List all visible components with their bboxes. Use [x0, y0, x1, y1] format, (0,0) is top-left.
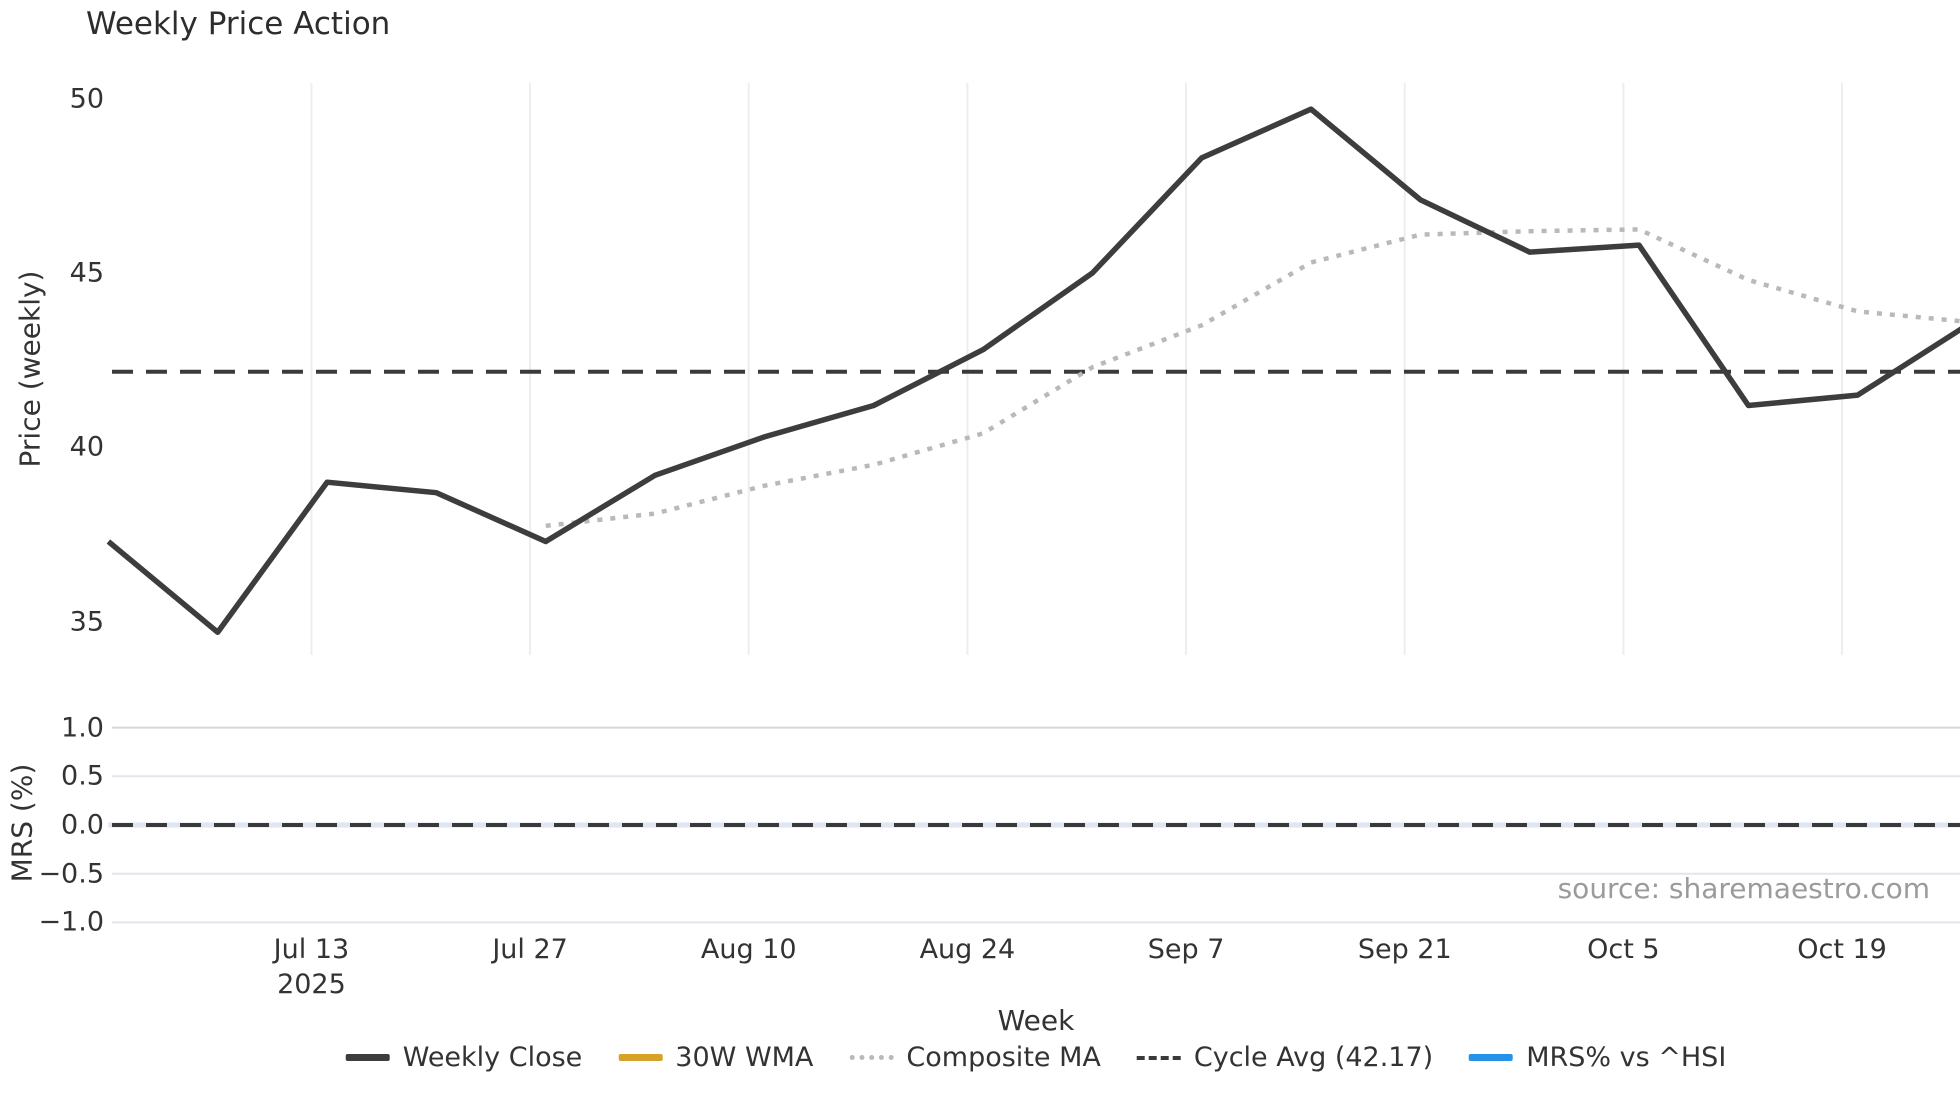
mrs-y-tick: −1.0	[38, 906, 104, 938]
x-tick: Aug 10	[700, 934, 797, 965]
price-y-tick: 45	[69, 257, 104, 289]
x-tick: Jul 27	[492, 934, 568, 965]
chart-legend: Weekly Close 30W WMA Composite MA Cycle Avg…	[345, 1042, 1726, 1073]
legend-swatch-cycle-avg-42-17-	[1136, 1055, 1181, 1060]
legend-swatch-mrs-vs-hsi	[1469, 1054, 1514, 1061]
x-tick: Oct 19	[1797, 934, 1887, 965]
legend-item: MRS% vs ^HSI	[1469, 1042, 1726, 1073]
weekly-close-line	[106, 106, 1960, 635]
x-tick: Sep 21	[1357, 934, 1452, 965]
source-credit: source: sharemaestro.com	[1557, 872, 1930, 905]
price-y-tick: 50	[69, 83, 104, 115]
legend-swatch-composite-ma	[849, 1055, 894, 1060]
legend-label: 30W WMA	[675, 1042, 814, 1073]
legend-label: Composite MA	[906, 1042, 1101, 1073]
composite-ma-line	[545, 227, 1960, 529]
chart-title: Weekly Price Action	[86, 6, 391, 42]
x-tick: Sep 7	[1147, 934, 1225, 965]
x-tick: Oct 5	[1587, 934, 1660, 965]
legend-label: MRS% vs ^HSI	[1526, 1042, 1727, 1073]
mrs-y-tick: 0.5	[61, 760, 104, 792]
legend-item: Weekly Close	[345, 1042, 583, 1073]
x-tick: Aug 24	[919, 934, 1016, 965]
legend-swatch-30w-wma	[618, 1054, 663, 1061]
price-y-tick: 35	[69, 606, 104, 638]
legend-label: Weekly Close	[402, 1042, 583, 1073]
x-tick: Jul 13	[273, 934, 350, 965]
legend-item: Composite MA	[849, 1042, 1101, 1073]
legend-label: Cycle Avg (42.17)	[1193, 1042, 1434, 1073]
mrs-y-tick: 0.0	[61, 809, 104, 841]
mrs-y-tick: 1.0	[61, 712, 104, 744]
legend-swatch-weekly-close	[345, 1054, 390, 1061]
x-tick-year: 2025	[277, 969, 346, 1000]
mrs-y-tick: −0.5	[38, 858, 104, 890]
price-y-tick: 40	[69, 431, 104, 463]
legend-item: Cycle Avg (42.17)	[1136, 1042, 1434, 1073]
legend-item: 30W WMA	[618, 1042, 813, 1073]
x-axis-label: Week	[997, 1004, 1075, 1037]
